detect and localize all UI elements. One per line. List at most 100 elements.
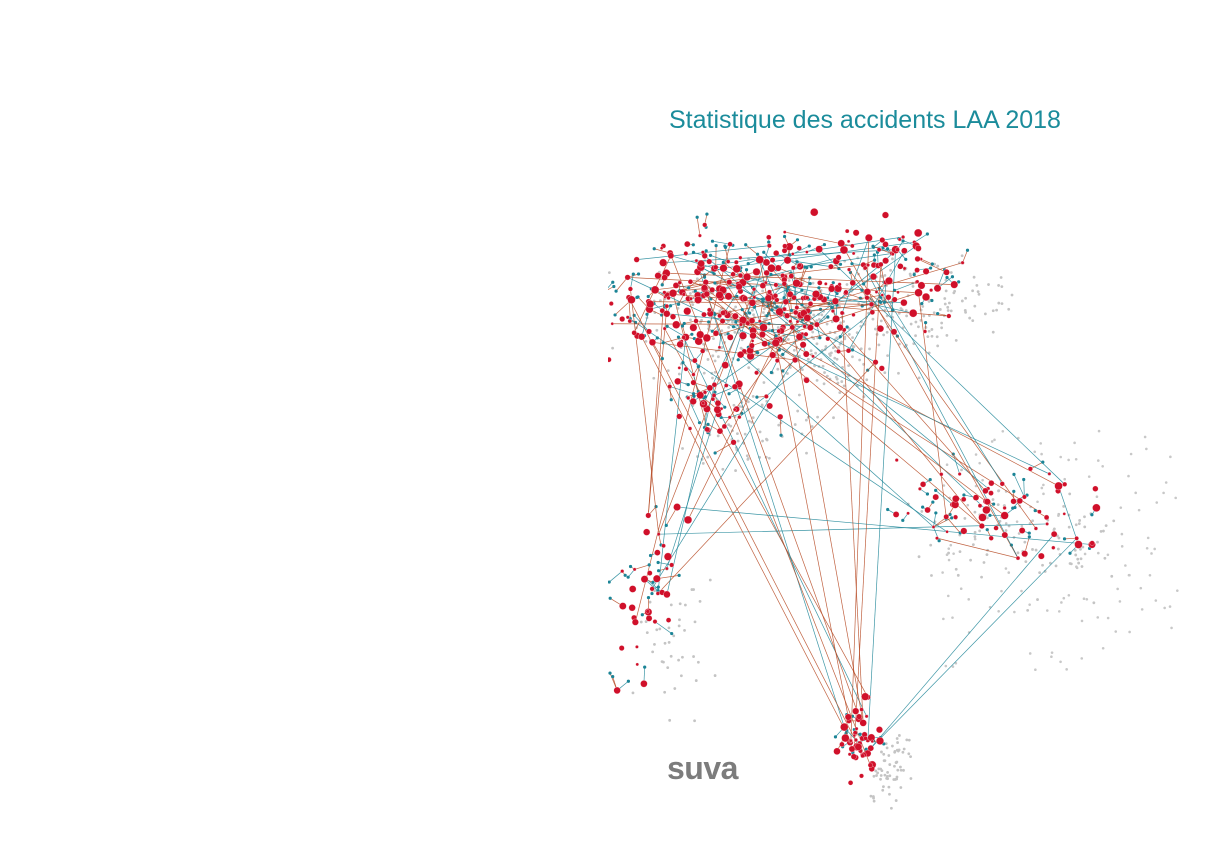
- link-end: [950, 516, 954, 520]
- grey-dot: [944, 289, 948, 293]
- grey-dot: [669, 603, 673, 607]
- node: [896, 290, 900, 294]
- grey-dot: [885, 746, 889, 750]
- node: [1018, 527, 1026, 534]
- node: [759, 331, 766, 338]
- node: [961, 496, 967, 502]
- node: [721, 361, 729, 369]
- link-end: [650, 591, 654, 596]
- grey-dot: [902, 768, 905, 772]
- grey-dot: [644, 339, 648, 343]
- node: [608, 357, 612, 363]
- node: [645, 609, 650, 614]
- grey-dot: [960, 254, 964, 258]
- link-end: [945, 275, 949, 280]
- node: [724, 383, 729, 388]
- grey-dot: [1112, 519, 1116, 523]
- grey-dot: [926, 335, 930, 338]
- link: [608, 282, 614, 289]
- node: [917, 281, 926, 290]
- link-end: [608, 596, 612, 600]
- grey-dot: [1057, 536, 1061, 540]
- node: [797, 263, 802, 268]
- link: [647, 306, 668, 516]
- link-end: [734, 320, 738, 324]
- link: [853, 264, 882, 757]
- link: [723, 262, 741, 276]
- link-end: [872, 253, 876, 257]
- grey-dot: [974, 453, 978, 456]
- grey-dot: [938, 308, 942, 311]
- link: [663, 337, 684, 344]
- node: [869, 309, 875, 315]
- link-end: [608, 580, 611, 584]
- grey-dot: [1119, 506, 1123, 509]
- link: [914, 233, 928, 243]
- link: [917, 258, 947, 273]
- grey-dot: [1004, 522, 1008, 525]
- node: [668, 289, 678, 298]
- grey-dot: [983, 312, 987, 316]
- node: [645, 615, 653, 622]
- node: [796, 245, 802, 251]
- grey-dot: [777, 423, 781, 427]
- grey-dot: [817, 317, 821, 321]
- node: [837, 239, 845, 248]
- grey-dot: [946, 309, 950, 312]
- node: [849, 739, 853, 743]
- grey-dot: [978, 461, 981, 465]
- link-end: [654, 505, 658, 509]
- grey-dot: [1039, 442, 1043, 445]
- grey-dot: [898, 342, 901, 346]
- grey-dot: [1010, 293, 1014, 297]
- grey-dot: [872, 774, 876, 778]
- link: [740, 329, 845, 355]
- node: [602, 288, 608, 294]
- grey-dot: [736, 432, 739, 436]
- link-end: [613, 313, 617, 317]
- node: [726, 259, 731, 264]
- grey-dot: [963, 516, 967, 520]
- node: [850, 243, 855, 249]
- node: [803, 314, 812, 322]
- grey-dot: [806, 357, 810, 361]
- link-end: [871, 244, 875, 248]
- link-end: [713, 451, 717, 455]
- grey-dot: [676, 306, 680, 310]
- link-end: [862, 282, 866, 286]
- node: [618, 645, 625, 651]
- node: [659, 258, 668, 267]
- node: [702, 390, 708, 395]
- link: [918, 292, 947, 517]
- link: [655, 264, 864, 291]
- node: [681, 292, 686, 297]
- grey-dot: [936, 344, 940, 348]
- link-end: [860, 288, 864, 292]
- node: [619, 602, 627, 610]
- link-end: [901, 239, 905, 243]
- grey-dot: [1036, 598, 1039, 601]
- grey-dot: [943, 297, 947, 300]
- grey-dot: [1007, 524, 1011, 528]
- node: [851, 251, 856, 256]
- node: [982, 505, 991, 515]
- node: [863, 288, 871, 296]
- node: [1015, 555, 1021, 561]
- grey-dot: [1060, 601, 1063, 604]
- link-end: [789, 308, 794, 312]
- grey-dot: [1004, 529, 1008, 532]
- node: [879, 237, 886, 243]
- grey-dot: [884, 742, 888, 746]
- grey-dot: [1000, 302, 1004, 306]
- grey-dot: [639, 620, 643, 624]
- grey-dot: [760, 403, 764, 407]
- grey-dot: [1096, 540, 1099, 544]
- node: [839, 741, 845, 748]
- grey-dot: [897, 311, 901, 315]
- link: [872, 245, 893, 255]
- node: [635, 662, 639, 667]
- node: [853, 738, 858, 742]
- link: [933, 512, 937, 528]
- grey-dot: [816, 415, 819, 419]
- grey-dot: [1073, 441, 1076, 445]
